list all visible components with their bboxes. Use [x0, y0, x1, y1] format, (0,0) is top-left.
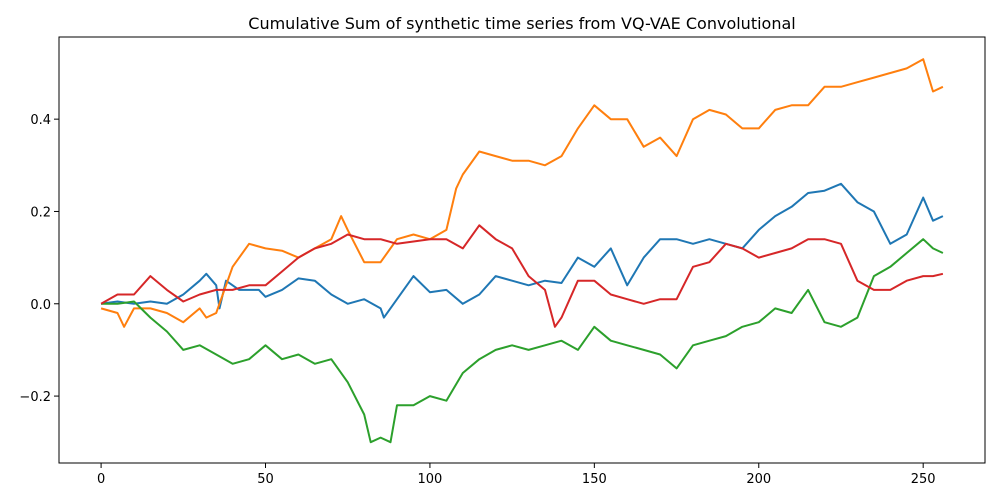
series-group	[100, 58, 944, 444]
y-tick-label: −0.2	[19, 390, 51, 405]
x-tick-label: 0	[97, 472, 105, 487]
chart-title: Cumulative Sum of synthetic time series …	[248, 14, 795, 33]
axes-frame	[58, 36, 986, 464]
x-tick-label: 50	[257, 472, 274, 487]
x-tick-label: 100	[418, 472, 443, 487]
series-line-4	[100, 224, 944, 328]
series-line-2	[100, 58, 944, 328]
x-tick-label: 200	[746, 472, 771, 487]
series-line-3	[101, 238, 944, 444]
y-tick-label: 0.4	[30, 113, 51, 128]
x-tick-label: 250	[911, 472, 936, 487]
plot-area: 0 50 100 150 200 250 −0.2 0.0 0.2 0.4	[19, 36, 986, 487]
y-tick-label: 0.0	[30, 298, 51, 313]
y-tick-label: 0.2	[30, 205, 51, 220]
x-tick-label: 150	[582, 472, 607, 487]
series-line-1	[100, 182, 944, 319]
